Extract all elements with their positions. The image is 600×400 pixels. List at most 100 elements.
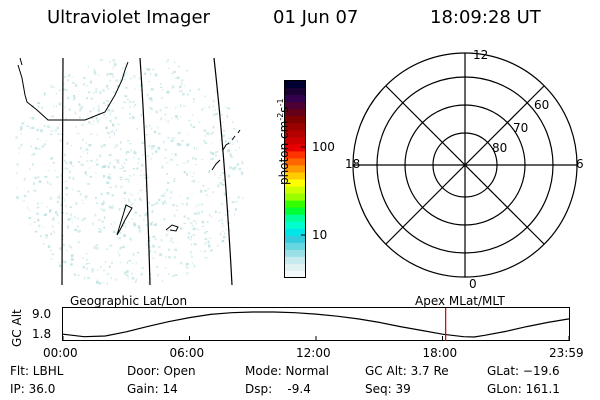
emission-speckle [175, 209, 179, 211]
emission-speckle [154, 224, 157, 226]
emission-speckle [89, 145, 91, 147]
emission-speckle [141, 141, 144, 144]
emission-speckle [101, 221, 104, 223]
emission-speckle [174, 274, 178, 276]
emission-speckle [214, 173, 216, 176]
emission-speckle [114, 116, 118, 120]
emission-speckle [103, 226, 105, 229]
emission-speckle [74, 111, 77, 114]
emission-speckle [148, 81, 151, 82]
emission-speckle [47, 125, 49, 128]
emission-speckle [132, 262, 134, 265]
emission-speckle [187, 231, 191, 235]
emission-speckle [53, 169, 56, 172]
colorbar-cell [285, 123, 305, 131]
emission-speckle [158, 246, 161, 248]
emission-speckle [214, 210, 217, 213]
emission-speckle [141, 154, 144, 157]
emission-speckle [98, 113, 101, 115]
emission-speckle [88, 167, 91, 169]
emission-speckle [122, 166, 125, 169]
emission-speckle [138, 77, 142, 80]
emission-speckle [88, 144, 92, 146]
emission-speckle [133, 75, 136, 78]
x-ticks [62, 336, 570, 341]
emission-speckle [72, 176, 74, 180]
emission-speckle [145, 224, 149, 226]
emission-speckle [131, 116, 135, 120]
emission-speckle [133, 106, 135, 108]
emission-speckle [156, 201, 159, 205]
emission-speckle [241, 172, 243, 176]
colorbar-cell [285, 249, 305, 258]
emission-speckle [121, 107, 124, 109]
colorbar-cell [285, 235, 305, 244]
emission-speckle [70, 144, 73, 147]
emission-speckle [160, 86, 163, 88]
emission-speckle [70, 162, 72, 166]
emission-speckle [121, 225, 124, 227]
emission-speckle [84, 171, 87, 175]
emission-speckle [170, 237, 173, 240]
emission-speckle [118, 207, 121, 211]
emission-speckle [97, 74, 100, 77]
emission-speckle [65, 89, 68, 92]
emission-speckle [217, 184, 220, 188]
emission-speckle [62, 243, 65, 246]
emission-speckle [181, 202, 184, 206]
emission-speckle [131, 194, 133, 196]
emission-speckle [84, 197, 87, 200]
emission-speckle [49, 258, 53, 260]
emission-speckle [91, 270, 94, 273]
emission-speckle [55, 92, 57, 95]
emission-speckle [133, 223, 137, 227]
emission-speckle [205, 231, 209, 233]
emission-speckle [77, 217, 80, 220]
emission-speckle [159, 132, 161, 134]
emission-speckle [149, 97, 153, 100]
emission-speckle [186, 93, 189, 96]
emission-speckle [123, 162, 126, 164]
emission-speckle [164, 200, 166, 203]
emission-speckle [99, 154, 101, 158]
emission-speckle [154, 237, 157, 241]
emission-speckle [51, 156, 53, 160]
emission-speckle [38, 224, 41, 228]
emission-speckle [171, 87, 174, 89]
emission-speckle [218, 220, 220, 222]
emission-speckle [124, 205, 128, 209]
emission-speckle [183, 171, 186, 174]
emission-speckle [231, 143, 234, 145]
mlt-label-18: 18 [345, 157, 360, 171]
emission-speckle [124, 95, 128, 97]
emission-speckle [164, 118, 166, 121]
emission-speckle [108, 265, 111, 268]
emission-speckle [99, 282, 102, 285]
colorbar-cell [285, 144, 305, 152]
status-field: GLon: 161.1 [487, 382, 560, 396]
emission-speckle [221, 240, 225, 243]
emission-speckle [86, 258, 88, 261]
timeline-y-label: GC Alt [10, 309, 24, 347]
emission-speckle [178, 65, 180, 68]
emission-speckle [93, 72, 97, 76]
emission-speckle [110, 223, 113, 226]
mlt-label-6: 6 [576, 157, 584, 171]
emission-speckle [133, 222, 136, 225]
emission-speckle [103, 165, 106, 168]
emission-speckle [129, 192, 131, 195]
emission-speckle [165, 256, 168, 259]
emission-speckle [236, 140, 239, 143]
emission-speckle [183, 85, 185, 87]
emission-speckle [229, 197, 231, 199]
emission-speckle [230, 156, 233, 158]
colorbar-cell [285, 270, 305, 279]
emission-speckle [21, 122, 25, 125]
emission-speckle [106, 282, 108, 285]
emission-speckle [219, 174, 222, 176]
emission-speckle [18, 152, 20, 154]
emission-speckle [150, 147, 154, 150]
emission-speckle [212, 131, 214, 134]
emission-speckle [29, 126, 31, 129]
emission-speckle [124, 66, 127, 68]
